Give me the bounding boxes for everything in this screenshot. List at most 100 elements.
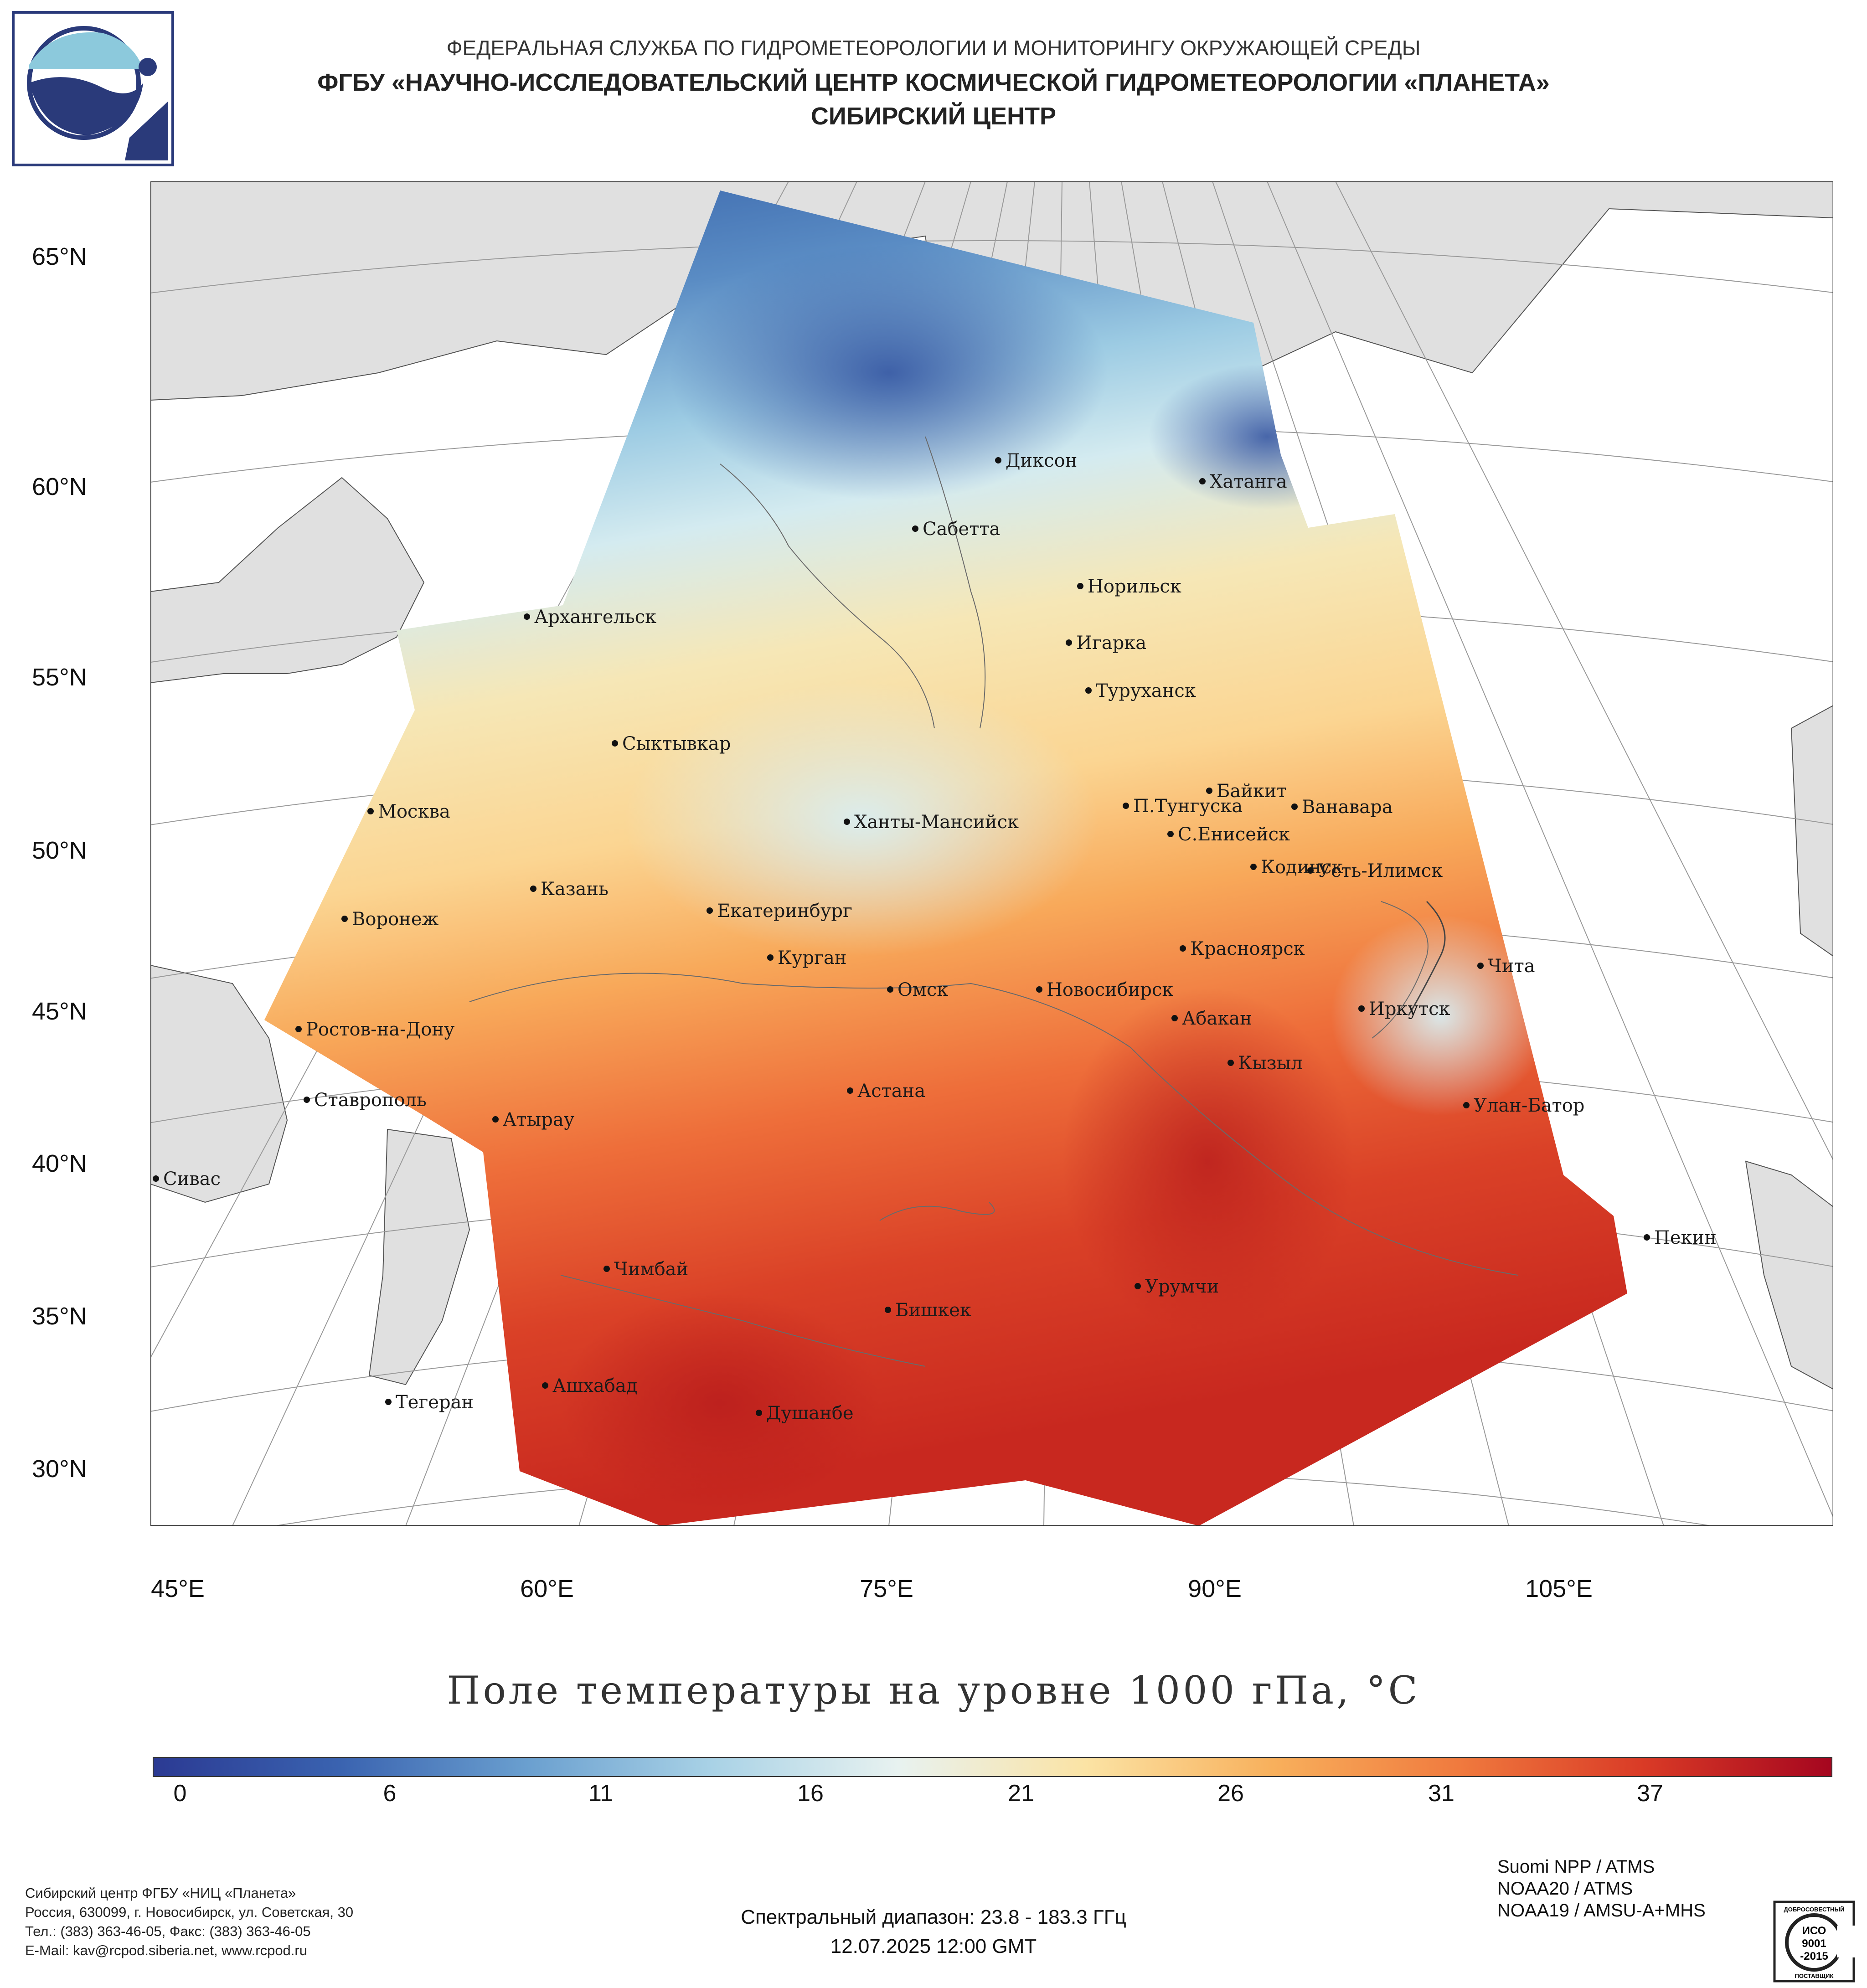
city-dot — [844, 819, 850, 825]
city-marker: Туруханск — [1085, 680, 1196, 701]
city-marker: Курган — [767, 948, 847, 968]
institute-title: ФГБУ «НАУЧНО-ИССЛЕДОВАТЕЛЬСКИЙ ЦЕНТР КОС… — [317, 69, 1550, 96]
iso-certification-badge: ДОБРОСОВЕСТНЫЙ ИСО 9001 -2015 ПОСТАВЩИК — [1773, 1900, 1855, 1983]
city-marker: Новосибирск — [1036, 979, 1173, 1000]
city-marker: Кызыл — [1227, 1053, 1303, 1074]
city-dot — [756, 1410, 762, 1416]
city-marker: Ростов-на-Дону — [295, 1019, 455, 1040]
city-dot — [542, 1382, 548, 1389]
lat-label-35: 35°N — [32, 1303, 87, 1330]
city-dot — [847, 1087, 853, 1094]
city-marker: Воронеж — [341, 909, 438, 930]
city-dot — [1066, 639, 1072, 646]
observation-time: 12.07.2025 12:00 GMT — [830, 1935, 1037, 1957]
instrument-item: NOAA20 / ATMS — [1497, 1879, 1633, 1899]
city-marker: Астана — [847, 1081, 925, 1102]
city-label: Туруханск — [1096, 680, 1196, 701]
city-marker: П.Тунгуска — [1123, 796, 1243, 817]
land-caspian — [368, 1128, 470, 1385]
city-label: Красноярск — [1190, 938, 1305, 959]
city-marker: Омск — [887, 979, 948, 1000]
temperature-swath — [264, 191, 1627, 1526]
lat-label-55: 55°N — [32, 664, 87, 691]
city-marker: Екатеринбург — [707, 901, 852, 922]
temperature-map: Диксон Хатанга Сабетта Норильск Архангельск И… — [150, 181, 1833, 1526]
colorbar — [153, 1757, 1832, 1777]
city-marker: Тегеран — [385, 1392, 474, 1413]
city-dot — [1291, 803, 1298, 810]
lat-label-30: 30°N — [32, 1455, 87, 1483]
city-label: Пекин — [1654, 1227, 1717, 1248]
land-scandinavia — [150, 477, 425, 684]
city-marker: Красноярск — [1180, 938, 1305, 959]
city-dot — [1477, 963, 1484, 969]
city-label: Сыктывкар — [622, 733, 731, 754]
land-pacific — [1790, 705, 1833, 957]
city-marker: Ханты-Мансийск — [844, 812, 1019, 833]
city-dot — [1123, 803, 1129, 809]
org-phone: Тел.: (383) 363-46-05, Факс: (383) 363-4… — [25, 1923, 311, 1939]
city-marker: Байкит — [1206, 781, 1287, 802]
colorbar-tick: 6 — [383, 1780, 397, 1807]
land-yellow-sea — [1745, 1160, 1833, 1390]
city-dot — [612, 740, 618, 747]
city-label: Кодинск — [1261, 857, 1343, 878]
city-dot — [767, 954, 774, 961]
colorbar-tick: 37 — [1637, 1780, 1663, 1807]
city-label: Улан-Батор — [1474, 1095, 1584, 1116]
colorbar-tick: 26 — [1217, 1780, 1244, 1807]
lat-label-40: 40°N — [32, 1150, 87, 1177]
city-marker: Сабетта — [912, 519, 1000, 540]
city-dot — [1180, 945, 1186, 952]
center-title: СИБИРСКИЙ ЦЕНТР — [810, 103, 1057, 130]
iso-top-text: ДОБРОСОВЕСТНЫЙ — [1784, 1906, 1844, 1913]
city-marker: Пекин — [1644, 1227, 1717, 1248]
lon-label-105: 105°E — [1525, 1575, 1593, 1602]
city-label: Тегеран — [396, 1392, 474, 1413]
lon-label-45: 45°E — [151, 1575, 205, 1602]
colorbar-tick: 16 — [797, 1780, 824, 1807]
city-marker: Сивас — [153, 1169, 221, 1190]
city-marker: Улан-Батор — [1463, 1095, 1584, 1116]
city-marker: Душанбе — [756, 1403, 854, 1424]
city-dot — [1036, 986, 1042, 993]
lat-label-60: 60°N — [32, 473, 87, 500]
planeta-logo — [12, 11, 174, 166]
city-dot — [1206, 788, 1212, 794]
city-label: Архангельск — [534, 607, 656, 628]
city-label: Норильск — [1088, 576, 1181, 597]
city-label: Абакан — [1182, 1008, 1252, 1029]
city-label: Кызыл — [1238, 1053, 1303, 1074]
city-label: Чита — [1488, 956, 1535, 977]
city-label: Байкит — [1217, 781, 1287, 802]
city-marker: Ванавара — [1291, 797, 1393, 818]
city-label: Бишкек — [895, 1300, 971, 1321]
city-label: Ашхабад — [552, 1375, 637, 1396]
instrument-item: Suomi NPP / ATMS — [1497, 1857, 1655, 1877]
city-marker: Абакан — [1171, 1008, 1252, 1029]
city-dot — [1135, 1283, 1141, 1289]
colorbar-tick: 31 — [1428, 1780, 1454, 1807]
city-layer: Диксон Хатанга Сабетта Норильск Архангельск И… — [153, 450, 1717, 1424]
city-dot — [524, 613, 530, 620]
iso-bottom-text: ПОСТАВЩИК — [1795, 1973, 1834, 1979]
city-marker: Иркутск — [1358, 999, 1450, 1020]
city-label: Москва — [378, 801, 450, 822]
city-dot — [912, 525, 918, 532]
city-marker: Чита — [1477, 956, 1535, 977]
city-label: Сивас — [163, 1169, 221, 1190]
map-title: Поле температуры на уровне 1000 гПа, °С — [447, 1668, 1420, 1713]
city-marker: Казань — [530, 879, 609, 900]
city-dot — [707, 907, 713, 914]
city-marker: Кодинск — [1250, 857, 1343, 878]
city-dot — [887, 986, 893, 993]
city-label: Ставрополь — [314, 1090, 427, 1111]
city-label: Атырау — [503, 1109, 575, 1130]
agency-title: ФЕДЕРАЛЬНАЯ СЛУЖБА ПО ГИДРОМЕТЕОРОЛОГИИ … — [446, 36, 1421, 60]
org-contacts: Сибирский центр ФГБУ «НИЦ «Планета» Росс… — [25, 1884, 353, 1960]
city-label: Чимбай — [614, 1259, 688, 1280]
iso-text-2: 9001 — [1802, 1937, 1826, 1950]
org-email: E-Mail: kav@rcpod.siberia.net, www.rcpod… — [25, 1942, 307, 1958]
city-dot — [367, 808, 374, 814]
lon-label-90: 90°E — [1188, 1575, 1242, 1602]
